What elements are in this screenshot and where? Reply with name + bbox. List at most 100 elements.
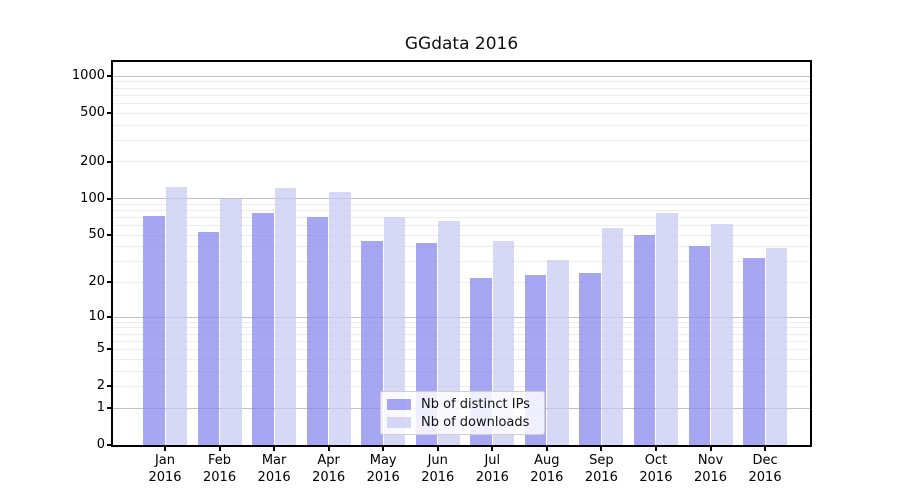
x-tick-label: Sep 2016 bbox=[573, 452, 629, 486]
x-tick-label-year: 2016 bbox=[530, 470, 564, 485]
bar-distinct-ips bbox=[633, 235, 656, 445]
x-axis-tick bbox=[436, 447, 439, 451]
gridline-minor bbox=[113, 209, 810, 211]
gridline-minor bbox=[113, 246, 810, 248]
y-axis-tick bbox=[107, 197, 111, 200]
x-tick-label-year: 2016 bbox=[584, 470, 618, 485]
legend-swatch-downloads-icon bbox=[387, 416, 411, 428]
y-axis-tick bbox=[107, 407, 111, 409]
gridline-minor bbox=[113, 281, 810, 283]
gridline-major bbox=[113, 198, 810, 200]
bar-downloads bbox=[656, 213, 678, 445]
bar-downloads bbox=[711, 223, 733, 445]
x-axis-tick bbox=[382, 447, 385, 451]
x-tick-label-year: 2016 bbox=[639, 470, 673, 485]
x-axis-tick bbox=[654, 447, 657, 451]
x-tick-label: Mar 2016 bbox=[246, 452, 302, 486]
gridline-minor bbox=[113, 124, 810, 126]
bar-distinct-ips bbox=[361, 240, 383, 445]
bar-distinct-ips bbox=[252, 213, 274, 445]
x-tick-label-year: 2016 bbox=[148, 470, 182, 485]
x-tick-label-month: Dec bbox=[752, 453, 778, 468]
plot-area bbox=[111, 60, 812, 447]
x-axis-tick bbox=[545, 447, 548, 451]
y-tick-label: 1000 bbox=[71, 68, 105, 84]
gridline-minor bbox=[113, 358, 810, 360]
y-axis-tick bbox=[107, 112, 111, 115]
x-tick-label-month: Feb bbox=[208, 453, 232, 468]
bar-distinct-ips bbox=[743, 258, 765, 445]
x-axis-tick bbox=[218, 447, 221, 451]
gridline-minor bbox=[113, 112, 810, 114]
y-tick-label: 5 bbox=[96, 341, 105, 357]
x-tick-label-year: 2016 bbox=[748, 470, 782, 485]
bar-distinct-ips bbox=[688, 245, 710, 445]
x-tick-label: Jul 2016 bbox=[464, 452, 520, 486]
gridline-minor bbox=[113, 161, 810, 163]
bar-downloads bbox=[329, 192, 351, 445]
y-axis-tick bbox=[107, 444, 111, 446]
chart-title: GGdata 2016 bbox=[404, 34, 519, 54]
legend: Nb of distinct IPs Nb of downloads bbox=[380, 391, 545, 435]
y-axis-tick bbox=[107, 281, 111, 284]
x-tick-label-month: Jan bbox=[154, 453, 176, 468]
x-tick-label-year: 2016 bbox=[693, 470, 728, 485]
y-axis-tick bbox=[107, 75, 111, 78]
x-tick-label-month: Mar bbox=[261, 453, 287, 468]
x-axis-tick bbox=[491, 447, 494, 451]
x-tick-label-year: 2016 bbox=[312, 470, 346, 485]
legend-label-downloads: Nb of downloads bbox=[421, 414, 530, 430]
x-tick-label-month: Jun bbox=[427, 453, 448, 468]
x-tick-label: Nov 2016 bbox=[683, 452, 739, 486]
y-tick-label: 0 bbox=[96, 437, 105, 452]
y-tick-label: 100 bbox=[80, 190, 105, 206]
gridline-minor bbox=[113, 234, 810, 236]
x-tick-label: Oct 2016 bbox=[628, 452, 684, 486]
gridline-minor bbox=[113, 327, 810, 329]
x-tick-label: Apr 2016 bbox=[301, 452, 357, 486]
legend-item-downloads: Nb of downloads bbox=[387, 415, 538, 430]
bar-distinct-ips bbox=[143, 215, 165, 445]
x-tick-label: Aug 2016 bbox=[519, 452, 575, 486]
x-axis-tick bbox=[327, 447, 330, 451]
gridline-minor bbox=[113, 385, 810, 387]
gridline-minor bbox=[113, 225, 810, 227]
gridline-minor bbox=[113, 340, 810, 342]
x-tick-label-month: Sep bbox=[589, 453, 614, 468]
x-tick-label-month: Nov bbox=[697, 453, 724, 468]
x-tick-label: Dec 2016 bbox=[737, 452, 793, 486]
y-tick-label: 200 bbox=[80, 153, 105, 169]
bar-downloads bbox=[547, 260, 569, 445]
gridline-major bbox=[113, 75, 810, 77]
legend-item-distinct-ips: Nb of distinct IPs bbox=[387, 397, 538, 412]
y-axis-tick bbox=[107, 348, 111, 351]
gridline-minor bbox=[113, 139, 810, 141]
gridline-minor bbox=[113, 216, 810, 218]
x-tick-label-year: 2016 bbox=[475, 470, 509, 485]
bar-downloads bbox=[601, 228, 624, 445]
y-tick-label: 500 bbox=[80, 105, 105, 121]
x-tick-label-month: Aug bbox=[534, 453, 560, 468]
x-axis-tick bbox=[600, 447, 603, 451]
x-tick-label-year: 2016 bbox=[366, 470, 400, 485]
x-tick-label: Jan 2016 bbox=[137, 452, 193, 486]
legend-label-distinct-ips: Nb of distinct IPs bbox=[421, 396, 530, 412]
bar-distinct-ips bbox=[579, 273, 601, 445]
x-axis-tick bbox=[709, 447, 712, 451]
y-axis-tick bbox=[107, 385, 111, 388]
x-axis-tick bbox=[164, 447, 166, 451]
x-axis-tick bbox=[273, 447, 276, 451]
gridline-minor bbox=[113, 321, 810, 323]
bar-distinct-ips bbox=[197, 232, 220, 445]
bar-downloads bbox=[438, 221, 460, 445]
gridline-minor bbox=[113, 87, 810, 89]
bar-downloads bbox=[165, 186, 187, 445]
x-axis-tick bbox=[764, 447, 767, 451]
y-tick-label: 2 bbox=[96, 378, 105, 394]
gridline-minor bbox=[113, 333, 810, 335]
x-tick-label-year: 2016 bbox=[421, 470, 455, 485]
x-tick-label: Feb 2016 bbox=[192, 452, 248, 486]
x-tick-label-year: 2016 bbox=[257, 470, 291, 485]
gridline-minor bbox=[113, 348, 810, 350]
